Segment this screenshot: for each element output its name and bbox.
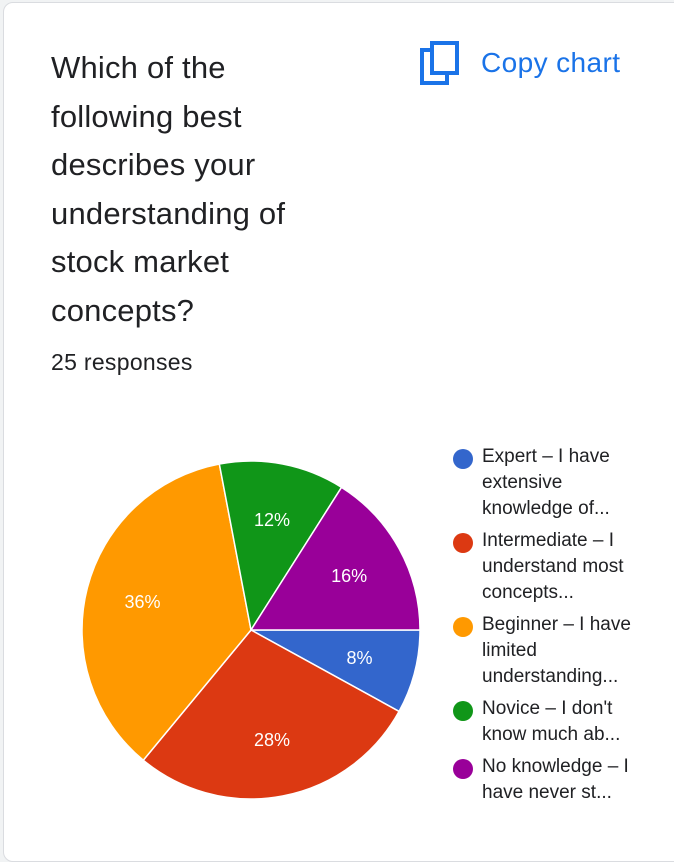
legend-item-expert[interactable]: Expert – I have extensive knowledge of..… xyxy=(453,444,663,522)
legend-label: Expert – I have extensive knowledge of..… xyxy=(482,446,610,519)
pie-slice-beginner[interactable] xyxy=(81,463,252,762)
legend-label: Novice – I don't know much ab... xyxy=(482,698,621,745)
legend-item-intermediate[interactable]: Intermediate – I understand most concept… xyxy=(453,528,663,606)
slice-label-novice: 12% xyxy=(254,510,290,530)
legend-swatch xyxy=(453,617,473,637)
chart-legend: Expert – I have extensive knowledge of..… xyxy=(453,444,663,812)
legend-label: Beginner – I have limited understanding.… xyxy=(482,614,631,687)
legend-swatch xyxy=(453,449,473,469)
copy-chart-label: Copy chart xyxy=(481,47,621,78)
slice-label-intermediate: 28% xyxy=(254,730,290,750)
question-title: Which of the following best describes yo… xyxy=(51,50,286,328)
legend-swatch xyxy=(453,701,473,721)
slice-label-beginner: 36% xyxy=(125,592,161,612)
response-count: 25 responses xyxy=(51,349,193,375)
copy-icon xyxy=(420,41,459,85)
legend-swatch xyxy=(453,533,473,553)
copy-chart-button[interactable]: Copy chart xyxy=(420,40,620,86)
legend-item-no-knowledge[interactable]: No knowledge – I have never st... xyxy=(453,754,663,806)
legend-item-novice[interactable]: Novice – I don't know much ab... xyxy=(453,696,663,748)
pie-slice-no-knowledge[interactable] xyxy=(249,486,421,631)
pie-slice-intermediate[interactable] xyxy=(142,629,401,800)
legend-item-beginner[interactable]: Beginner – I have limited understanding.… xyxy=(453,612,663,690)
legend-label: No knowledge – I have never st... xyxy=(482,756,629,803)
legend-swatch xyxy=(453,759,473,779)
slice-label-no-knowledge: 16% xyxy=(331,566,367,586)
pie-slice-novice[interactable] xyxy=(218,460,343,633)
slice-label-expert: 8% xyxy=(346,648,372,668)
legend-label: Intermediate – I understand most concept… xyxy=(482,530,624,603)
